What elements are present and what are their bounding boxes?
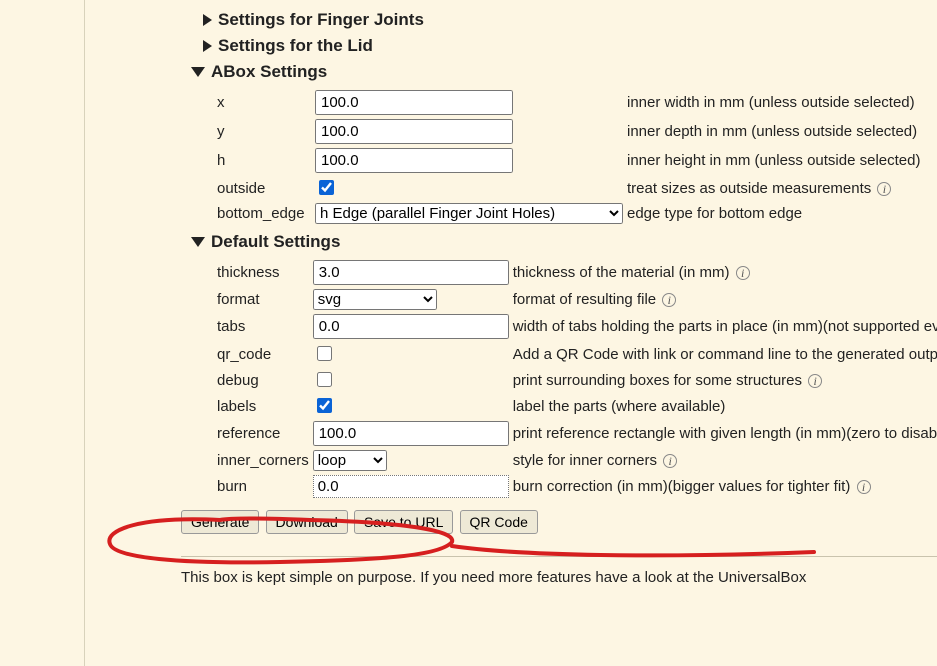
input-thickness[interactable]	[313, 260, 509, 285]
desc-y: inner depth in mm (unless outside select…	[627, 117, 924, 146]
desc-debug: print surrounding boxes for some structu…	[513, 372, 806, 389]
section-title: ABox Settings	[211, 62, 327, 82]
desc-tabs: width of tabs holding the parts in place…	[513, 312, 937, 341]
label-burn: burn	[217, 473, 313, 500]
section-title: Settings for the Lid	[218, 36, 373, 56]
desc-thickness: thickness of the material (in mm)	[513, 264, 734, 281]
label-labels: labels	[217, 393, 313, 419]
label-debug: debug	[217, 367, 313, 393]
input-tabs[interactable]	[313, 314, 509, 339]
info-icon[interactable]: i	[663, 454, 677, 468]
triangle-down-icon	[191, 67, 205, 77]
section-abox[interactable]: ABox Settings	[191, 62, 937, 82]
desc-burn: burn correction (in mm)(bigger values fo…	[513, 478, 855, 495]
label-outside: outside	[217, 175, 315, 201]
desc-qr-code: Add a QR Code with link or command line …	[513, 341, 937, 367]
label-inner-corners: inner_corners	[217, 448, 313, 473]
divider	[181, 556, 937, 557]
button-row: Generate Download Save to URL QR Code	[181, 510, 937, 534]
info-icon[interactable]: i	[877, 182, 891, 196]
section-title: Default Settings	[211, 232, 340, 252]
generate-button[interactable]: Generate	[181, 510, 259, 534]
info-icon[interactable]: i	[662, 293, 676, 307]
label-x: x	[217, 88, 315, 117]
label-qr-code: qr_code	[217, 341, 313, 367]
desc-bottom-edge: edge type for bottom edge	[627, 201, 924, 226]
info-icon[interactable]: i	[736, 266, 750, 280]
desc-x: inner width in mm (unless outside select…	[627, 88, 924, 117]
section-lid[interactable]: Settings for the Lid	[203, 36, 937, 56]
checkbox-debug[interactable]	[317, 372, 332, 387]
note-text: This box is kept simple on purpose. If y…	[181, 569, 937, 586]
section-default[interactable]: Default Settings	[191, 232, 937, 252]
desc-inner-corners: style for inner corners	[513, 452, 661, 469]
label-h: h	[217, 146, 315, 175]
qr-code-button[interactable]: QR Code	[460, 510, 538, 534]
section-finger-joints[interactable]: Settings for Finger Joints	[203, 10, 937, 30]
triangle-down-icon	[191, 237, 205, 247]
checkbox-qr-code[interactable]	[317, 346, 332, 361]
triangle-right-icon	[203, 40, 212, 52]
section-title: Settings for Finger Joints	[218, 10, 424, 30]
label-reference: reference	[217, 419, 313, 448]
desc-labels: label the parts (where available)	[513, 393, 937, 419]
triangle-right-icon	[203, 14, 212, 26]
label-bottom-edge: bottom_edge	[217, 201, 315, 226]
input-h[interactable]	[315, 148, 513, 173]
desc-outside: treat sizes as outside measurements	[627, 180, 875, 197]
label-tabs: tabs	[217, 312, 313, 341]
abox-settings-table: x inner width in mm (unless outside sele…	[217, 88, 924, 226]
input-x[interactable]	[315, 90, 513, 115]
label-y: y	[217, 117, 315, 146]
info-icon[interactable]: i	[808, 374, 822, 388]
input-y[interactable]	[315, 119, 513, 144]
label-thickness: thickness	[217, 258, 313, 287]
desc-reference: print reference rectangle with given len…	[513, 425, 937, 442]
input-burn[interactable]	[313, 475, 509, 498]
save-to-url-button[interactable]: Save to URL	[354, 510, 453, 534]
default-settings-table: thickness thickness of the material (in …	[217, 258, 937, 500]
checkbox-outside[interactable]	[319, 180, 334, 195]
download-button[interactable]: Download	[266, 510, 348, 534]
checkbox-labels[interactable]	[317, 398, 332, 413]
label-format: format	[217, 287, 313, 312]
input-reference[interactable]	[313, 421, 509, 446]
info-icon[interactable]: i	[857, 480, 871, 494]
desc-format: format of resulting file	[513, 291, 661, 308]
desc-h: inner height in mm (unless outside selec…	[627, 146, 924, 175]
select-bottom-edge[interactable]: h Edge (parallel Finger Joint Holes)	[315, 203, 623, 224]
select-inner-corners[interactable]: loop	[313, 450, 387, 471]
select-format[interactable]: svg	[313, 289, 437, 310]
